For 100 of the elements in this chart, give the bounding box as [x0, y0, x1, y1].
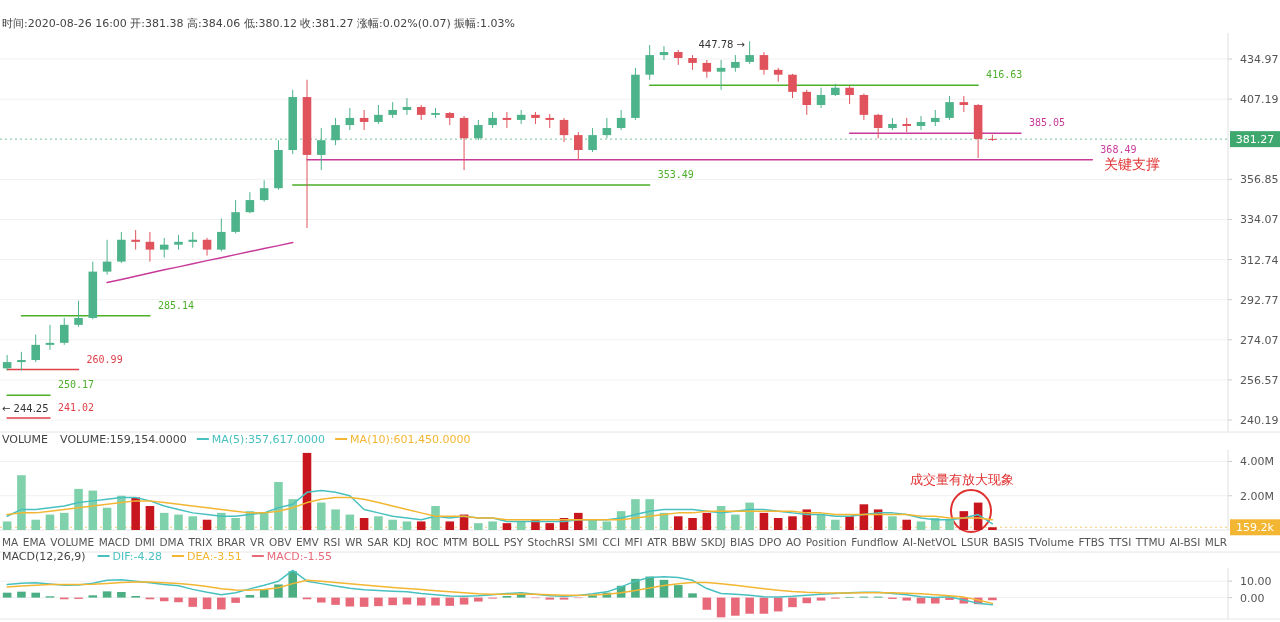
bar: [45, 514, 55, 530]
bar: [2, 521, 12, 530]
bar: [516, 594, 526, 598]
bar: [859, 504, 869, 530]
bar: [402, 521, 412, 530]
bar: [988, 527, 997, 530]
text: SMI: [578, 536, 598, 548]
bar: [331, 597, 340, 605]
bar: [445, 521, 455, 530]
bar: [588, 519, 597, 530]
candlestick: [317, 127, 326, 171]
bar: [188, 516, 198, 530]
legend-label: MACD:-1.55: [266, 550, 332, 563]
bar: [445, 597, 455, 606]
candlestick: [59, 317, 69, 346]
bar: [731, 514, 740, 530]
candlestick: [345, 107, 355, 131]
line-series: [6, 569, 994, 606]
legend-item: MA(5):357,617.0000: [195, 433, 326, 446]
text: EMA: [22, 536, 47, 548]
y-tick-label: 312.74: [1240, 253, 1279, 267]
legend-label: DEA:-3.51: [186, 550, 242, 563]
bar: [117, 495, 126, 530]
candlestick: [588, 127, 597, 153]
bar: [759, 512, 769, 530]
candlestick: [402, 97, 412, 116]
bar: [359, 597, 369, 607]
bar: [274, 482, 283, 530]
bar: [117, 592, 126, 598]
series-label: 285.14: [157, 299, 195, 311]
bar: [688, 518, 697, 530]
legend-label: DIF:-4.28: [112, 550, 162, 563]
bar: [431, 597, 440, 606]
candlestick: [502, 111, 512, 129]
text: ROC: [415, 536, 439, 548]
ref-line-label: 159.2k: [1236, 521, 1275, 535]
y-tick-label: 407.19: [1240, 93, 1279, 107]
line-series: [6, 489, 994, 525]
y-tick-label: 274.07: [1240, 333, 1279, 347]
bar: [174, 597, 183, 603]
text: Fundflow: [851, 536, 899, 548]
line-series: [6, 579, 994, 605]
candlestick: [945, 95, 954, 121]
candlestick: [259, 179, 269, 203]
bar: [102, 591, 112, 598]
candlestick: [859, 92, 869, 121]
y-tick-label: 434.97: [1240, 53, 1279, 67]
candlestick: [74, 300, 83, 328]
text: VOLUME: [50, 536, 95, 548]
candlestick: [459, 115, 469, 171]
bar: [416, 521, 426, 530]
legend-item: DIF:-4.28: [96, 550, 162, 563]
text: TVolume: [1027, 536, 1074, 548]
legend-item: DEA:-3.51: [170, 550, 242, 563]
bar: [831, 519, 840, 530]
candlestick: [245, 191, 255, 214]
bar: [402, 597, 412, 605]
bar: [388, 519, 397, 530]
text: LSUR: [961, 536, 989, 548]
text: SKDJ: [700, 536, 726, 548]
bar: [388, 597, 397, 606]
bar: [716, 597, 726, 618]
bar: [902, 519, 911, 530]
candlestick: [17, 351, 26, 371]
text: FTBS: [1078, 536, 1105, 548]
candlestick: [916, 115, 926, 131]
bar: [359, 518, 369, 530]
text: ATR: [647, 536, 668, 548]
candlestick: [159, 237, 169, 259]
bar: [159, 512, 169, 530]
candlestick: [759, 51, 769, 76]
bar: [888, 516, 897, 530]
bar: [945, 519, 954, 530]
bar: [488, 521, 497, 530]
bar: [74, 488, 83, 530]
text: DPO: [758, 536, 782, 548]
bar: [459, 597, 469, 605]
y-tick-label: 256.57: [1240, 373, 1279, 387]
bar: [31, 519, 40, 530]
chart-title: VOLUME: [2, 433, 49, 446]
series-label: 241.02: [57, 401, 95, 413]
text: Position: [805, 536, 847, 548]
candlestick: [131, 229, 140, 251]
bar: [845, 516, 854, 530]
bar: [802, 597, 812, 604]
text: BASIS: [993, 536, 1025, 548]
text: MACD: [98, 536, 131, 548]
candlestick: [645, 44, 654, 81]
legend-item: MACD:-1.55: [250, 550, 332, 563]
text: AI-BSI: [1169, 536, 1201, 548]
bar: [17, 475, 26, 530]
text: AO: [786, 536, 802, 548]
text: OBV: [269, 536, 293, 548]
bar: [474, 597, 483, 602]
text: EMV: [295, 536, 320, 548]
bar: [131, 497, 140, 530]
bar: [788, 597, 797, 608]
y-tick-label: 2.00M: [1240, 489, 1274, 503]
candlestick: [31, 334, 40, 363]
bar: [374, 597, 383, 607]
